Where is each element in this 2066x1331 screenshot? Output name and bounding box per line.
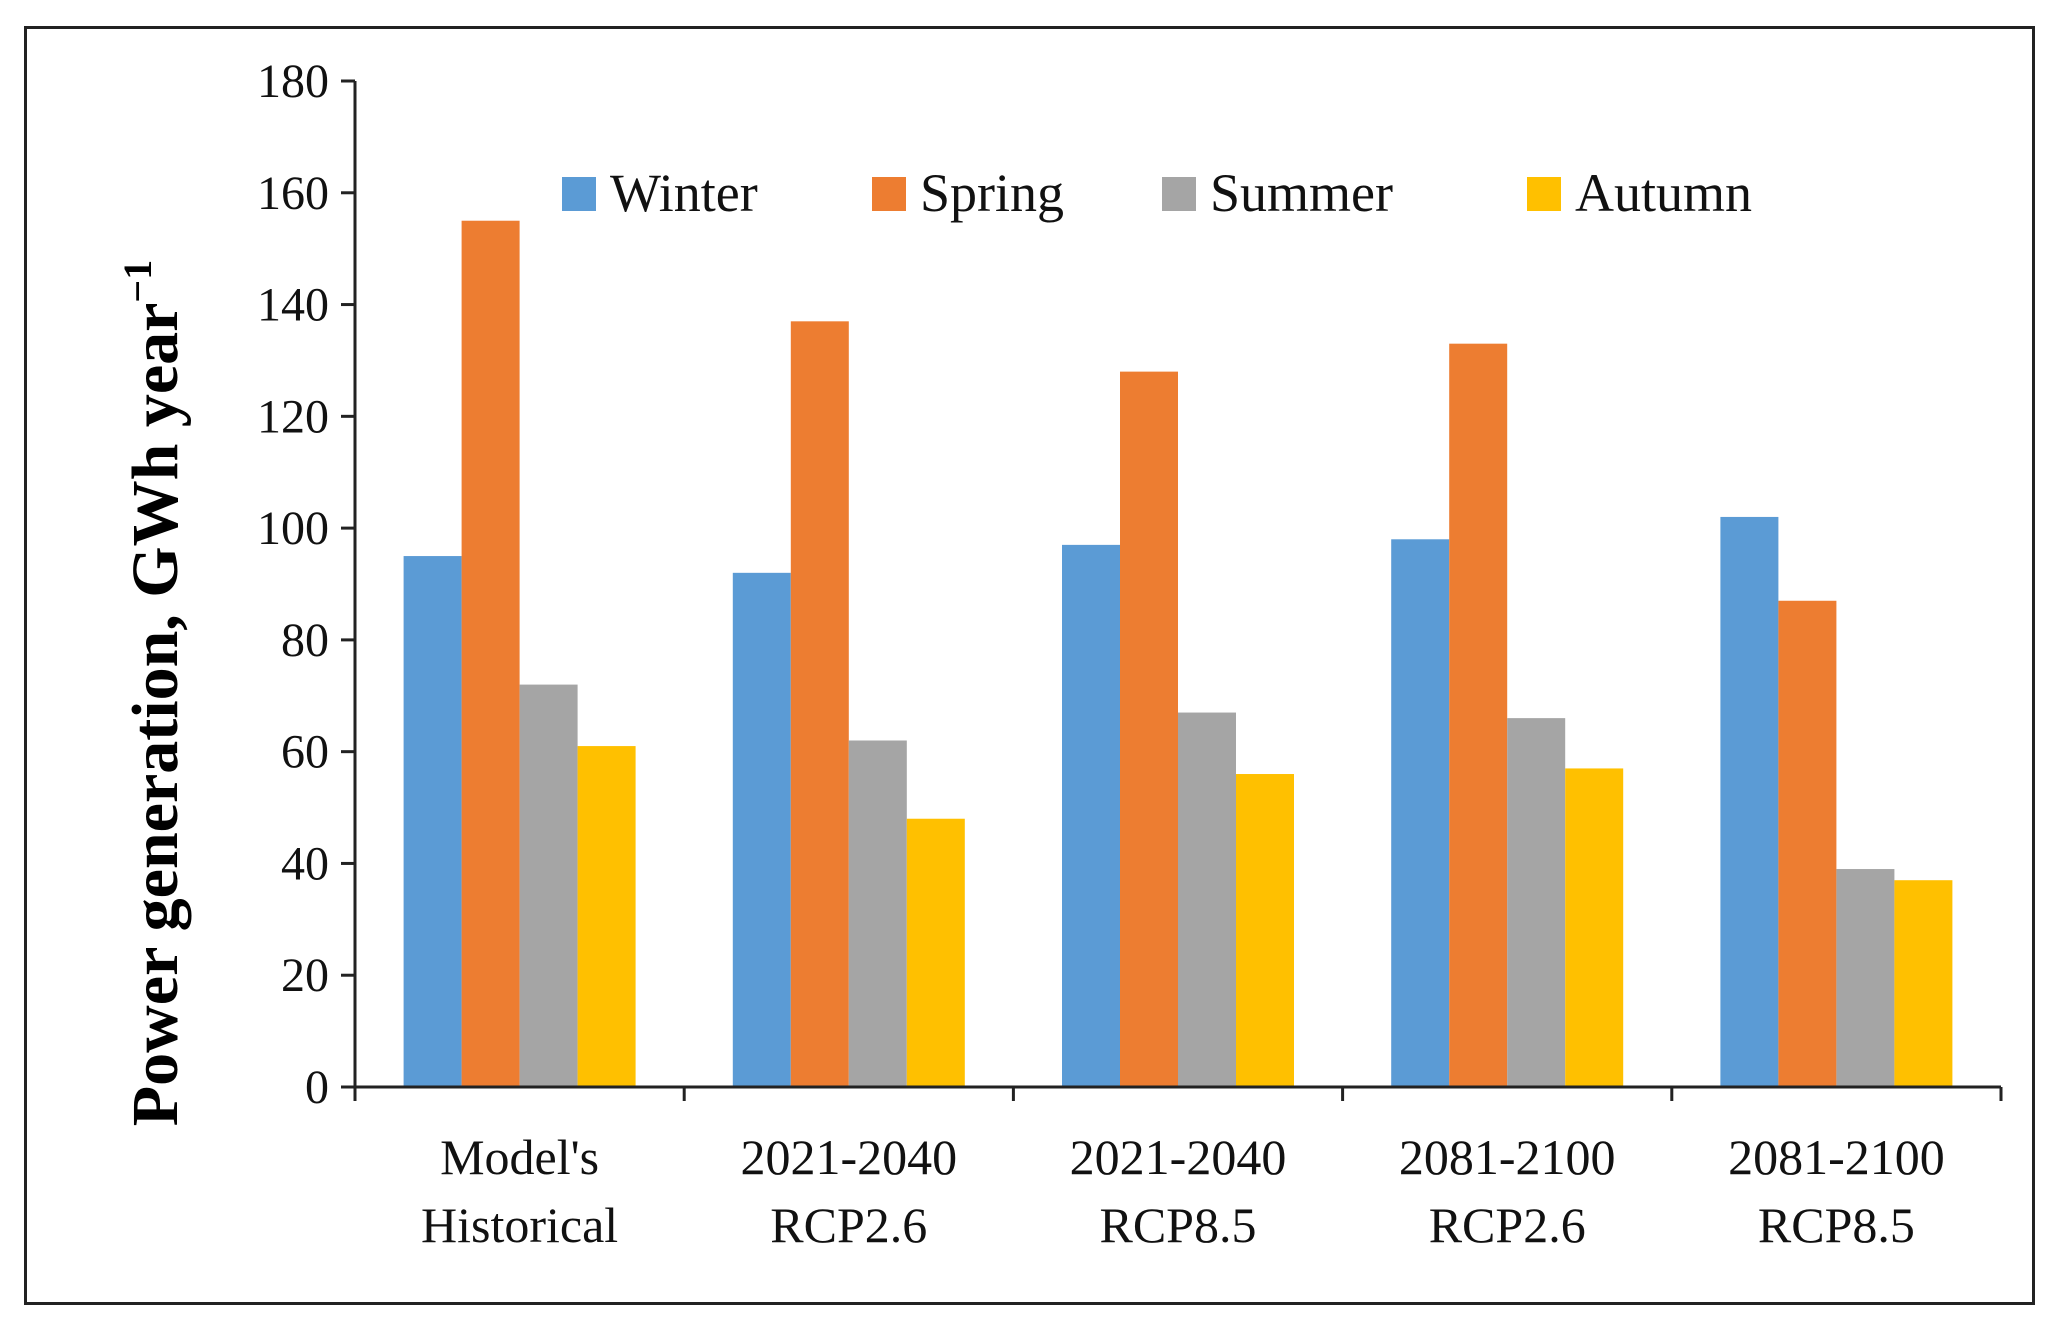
bar-chart: 0 20 40 60 80 100 120 140 160 180 Model's Historic…	[115, 55, 2003, 1253]
bar-winter-3	[1391, 539, 1450, 1087]
legend-label-autumn: Autumn	[1575, 163, 1752, 223]
legend-label-winter: Winter	[610, 163, 758, 223]
category-label-line: 2081-2100	[1728, 1129, 1945, 1185]
bar-spring-4	[1778, 600, 1837, 1087]
bar-spring-2	[1120, 371, 1178, 1088]
category-label: 2081-2100 RCP8.5	[1728, 1129, 1945, 1253]
category-label: 2021-2040 RCP8.5	[1070, 1129, 1287, 1253]
bar-winter-1	[732, 572, 791, 1087]
category-label-line: Historical	[421, 1197, 618, 1253]
y-tick-label: 180	[257, 55, 329, 108]
legend-swatch-winter	[562, 177, 596, 211]
bar-summer-3	[1507, 718, 1566, 1087]
category-label-line: 2021-2040	[1070, 1129, 1287, 1185]
y-axis-title-text: Power generation, GWh year	[119, 303, 192, 1127]
bar-autumn-4	[1894, 880, 1953, 1087]
category-label-line: RCP8.5	[1758, 1197, 1915, 1253]
bar-summer-0	[519, 684, 578, 1087]
legend-swatch-spring	[872, 177, 906, 211]
bar-winter-4	[1720, 516, 1779, 1087]
legend: Winter Spring Summer Autumn	[562, 163, 1752, 223]
axes-layer	[353, 81, 2003, 1101]
legend-swatch-summer	[1162, 177, 1196, 211]
category-label: 2021-2040 RCP2.6	[740, 1129, 957, 1253]
category-label-line: 2081-2100	[1399, 1129, 1616, 1185]
category-label-line: RCP2.6	[770, 1197, 927, 1253]
y-tick-label: 80	[281, 614, 329, 667]
category-label-line: RCP2.6	[1429, 1197, 1586, 1253]
y-tick-label: 60	[281, 726, 329, 779]
bar-autumn-2	[1236, 774, 1294, 1087]
category-label-line: Model's	[440, 1129, 599, 1185]
legend-label-spring: Spring	[920, 163, 1064, 223]
y-tick-label: 140	[257, 279, 329, 332]
y-tick-label: 120	[257, 390, 329, 443]
bar-spring-0	[461, 220, 520, 1087]
y-axis-title: Power generation, GWh year−1	[115, 260, 192, 1126]
bar-spring-3	[1449, 343, 1508, 1088]
category-label-line: RCP8.5	[1099, 1197, 1256, 1253]
legend-label-summer: Summer	[1210, 163, 1393, 223]
bar-autumn-3	[1565, 768, 1624, 1087]
chart-frame: 0 20 40 60 80 100 120 140 160 180 Model's Historic…	[24, 26, 2035, 1305]
bar-summer-1	[848, 740, 907, 1087]
legend-swatch-autumn	[1527, 177, 1561, 211]
y-tick-label: 40	[281, 837, 329, 890]
y-axis-title-superscript: −1	[115, 260, 160, 303]
bar-summer-2	[1178, 712, 1236, 1087]
category-label-line: 2021-2040	[740, 1129, 957, 1185]
y-tick-label: 20	[281, 949, 329, 1002]
y-tick-label: 160	[257, 167, 329, 220]
y-ticks-layer: 0 20 40 60 80 100 120 140 160 180	[257, 55, 355, 1114]
y-tick-label: 0	[305, 1061, 329, 1114]
bar-autumn-1	[906, 818, 965, 1087]
category-label: 2081-2100 RCP2.6	[1399, 1129, 1616, 1253]
y-tick-label: 100	[257, 502, 329, 555]
bar-autumn-0	[577, 746, 636, 1087]
category-label: Model's Historical	[421, 1129, 618, 1253]
bar-winter-2	[1062, 544, 1120, 1087]
bar-spring-1	[790, 321, 849, 1087]
bar-summer-4	[1836, 869, 1895, 1087]
bars-layer	[403, 220, 1953, 1088]
bar-winter-0	[403, 556, 462, 1087]
